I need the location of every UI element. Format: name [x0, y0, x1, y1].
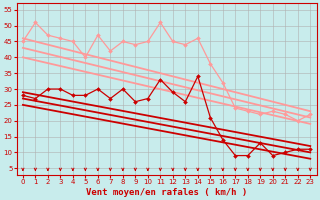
- X-axis label: Vent moyen/en rafales ( km/h ): Vent moyen/en rafales ( km/h ): [86, 188, 247, 197]
